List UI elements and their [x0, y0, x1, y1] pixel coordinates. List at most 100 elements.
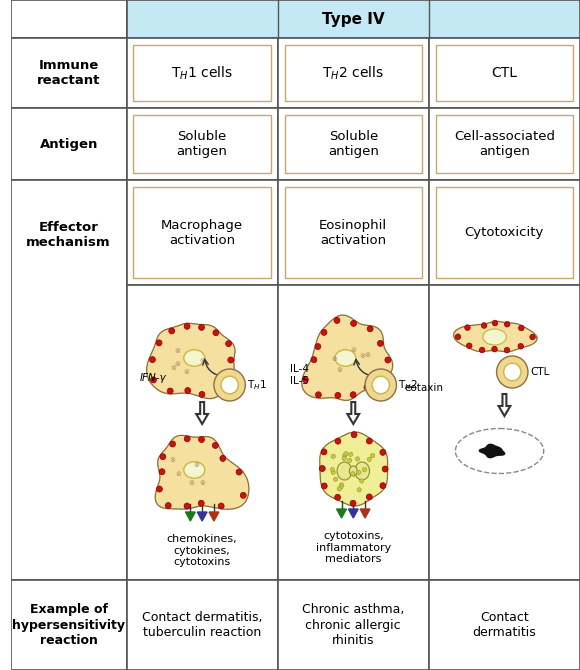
- Text: T$_H$2: T$_H$2: [398, 378, 418, 392]
- Polygon shape: [196, 402, 208, 424]
- Circle shape: [198, 324, 205, 330]
- Circle shape: [343, 454, 347, 458]
- Circle shape: [184, 503, 190, 509]
- Circle shape: [150, 356, 155, 362]
- Text: Eosinophil
activation: Eosinophil activation: [319, 218, 387, 247]
- Bar: [429, 180, 580, 285]
- Polygon shape: [336, 509, 346, 518]
- Polygon shape: [454, 322, 537, 352]
- Circle shape: [518, 344, 524, 349]
- Bar: [11, 180, 126, 580]
- Circle shape: [221, 376, 238, 394]
- Circle shape: [380, 450, 386, 456]
- Text: T$_H$1 cells: T$_H$1 cells: [171, 64, 233, 82]
- Circle shape: [492, 346, 497, 352]
- Polygon shape: [155, 436, 249, 509]
- Text: IL-4
IL-5: IL-4 IL-5: [290, 364, 309, 386]
- Circle shape: [356, 457, 360, 461]
- Circle shape: [165, 502, 171, 509]
- Bar: [126, 0, 580, 38]
- Circle shape: [465, 325, 470, 330]
- Circle shape: [347, 458, 352, 462]
- Bar: [11, 38, 126, 108]
- Ellipse shape: [355, 462, 369, 480]
- Text: ⊗: ⊗: [175, 472, 181, 478]
- Circle shape: [455, 334, 461, 340]
- Bar: [429, 38, 580, 108]
- Circle shape: [213, 330, 219, 336]
- Text: ⊗: ⊗: [170, 364, 176, 371]
- Text: IFN-γ: IFN-γ: [140, 373, 166, 383]
- Circle shape: [321, 483, 327, 489]
- Circle shape: [185, 387, 191, 393]
- Circle shape: [385, 357, 391, 363]
- Circle shape: [371, 454, 375, 458]
- Circle shape: [479, 347, 485, 353]
- Circle shape: [339, 485, 343, 489]
- Text: Chronic asthma,
chronic allergic
rhinitis: Chronic asthma, chronic allergic rhiniti…: [302, 604, 404, 647]
- Polygon shape: [147, 323, 235, 399]
- Polygon shape: [320, 432, 387, 506]
- Circle shape: [335, 393, 341, 399]
- Circle shape: [321, 449, 327, 455]
- Text: ⊗: ⊗: [336, 367, 342, 373]
- Circle shape: [342, 456, 346, 461]
- Text: CTL: CTL: [491, 66, 517, 80]
- Circle shape: [335, 494, 340, 500]
- Circle shape: [349, 452, 353, 456]
- Circle shape: [316, 392, 321, 398]
- Bar: [126, 38, 278, 108]
- Bar: [133, 45, 271, 101]
- Circle shape: [339, 482, 344, 487]
- Ellipse shape: [337, 462, 352, 480]
- Text: chemokines,
cytokines,
cytotoxins: chemokines, cytokines, cytotoxins: [167, 534, 237, 567]
- Text: Soluble
antigen: Soluble antigen: [177, 130, 227, 158]
- Bar: [278, 180, 429, 285]
- Polygon shape: [360, 509, 370, 518]
- Text: ⊗: ⊗: [193, 462, 199, 468]
- Circle shape: [350, 392, 356, 398]
- Text: T$_H$1: T$_H$1: [247, 378, 267, 392]
- Circle shape: [302, 377, 309, 383]
- Circle shape: [315, 344, 321, 350]
- Circle shape: [362, 468, 367, 472]
- Circle shape: [335, 438, 341, 444]
- Circle shape: [382, 466, 388, 472]
- Polygon shape: [302, 315, 393, 401]
- Circle shape: [350, 500, 356, 507]
- Ellipse shape: [483, 329, 506, 345]
- Bar: [429, 108, 580, 180]
- Circle shape: [492, 320, 498, 326]
- Bar: [436, 45, 573, 101]
- Text: ⊗: ⊗: [364, 352, 371, 358]
- Text: Macrophage
activation: Macrophage activation: [161, 218, 243, 247]
- Circle shape: [169, 328, 175, 334]
- Circle shape: [226, 340, 231, 346]
- Bar: [278, 38, 429, 108]
- Circle shape: [151, 377, 157, 383]
- Circle shape: [184, 324, 190, 329]
- Circle shape: [311, 356, 317, 362]
- Circle shape: [351, 320, 357, 326]
- Text: ⊗: ⊗: [199, 480, 205, 486]
- Text: cytotoxins,
inflammatory
mediators: cytotoxins, inflammatory mediators: [316, 531, 391, 564]
- Text: ⊗: ⊗: [175, 348, 180, 354]
- Bar: [11, 0, 126, 38]
- Ellipse shape: [184, 350, 205, 366]
- Circle shape: [504, 347, 510, 353]
- Text: ⊗: ⊗: [331, 356, 337, 362]
- Circle shape: [198, 437, 205, 442]
- Circle shape: [372, 376, 389, 394]
- Circle shape: [330, 468, 335, 472]
- Bar: [133, 187, 271, 278]
- Bar: [11, 580, 126, 670]
- Circle shape: [169, 441, 176, 447]
- Circle shape: [331, 454, 335, 458]
- Circle shape: [212, 442, 218, 448]
- Circle shape: [367, 494, 372, 500]
- Text: ⊗: ⊗: [199, 358, 205, 364]
- Text: Type IV: Type IV: [322, 11, 385, 27]
- Circle shape: [378, 340, 383, 346]
- Circle shape: [530, 334, 535, 340]
- Polygon shape: [186, 512, 195, 521]
